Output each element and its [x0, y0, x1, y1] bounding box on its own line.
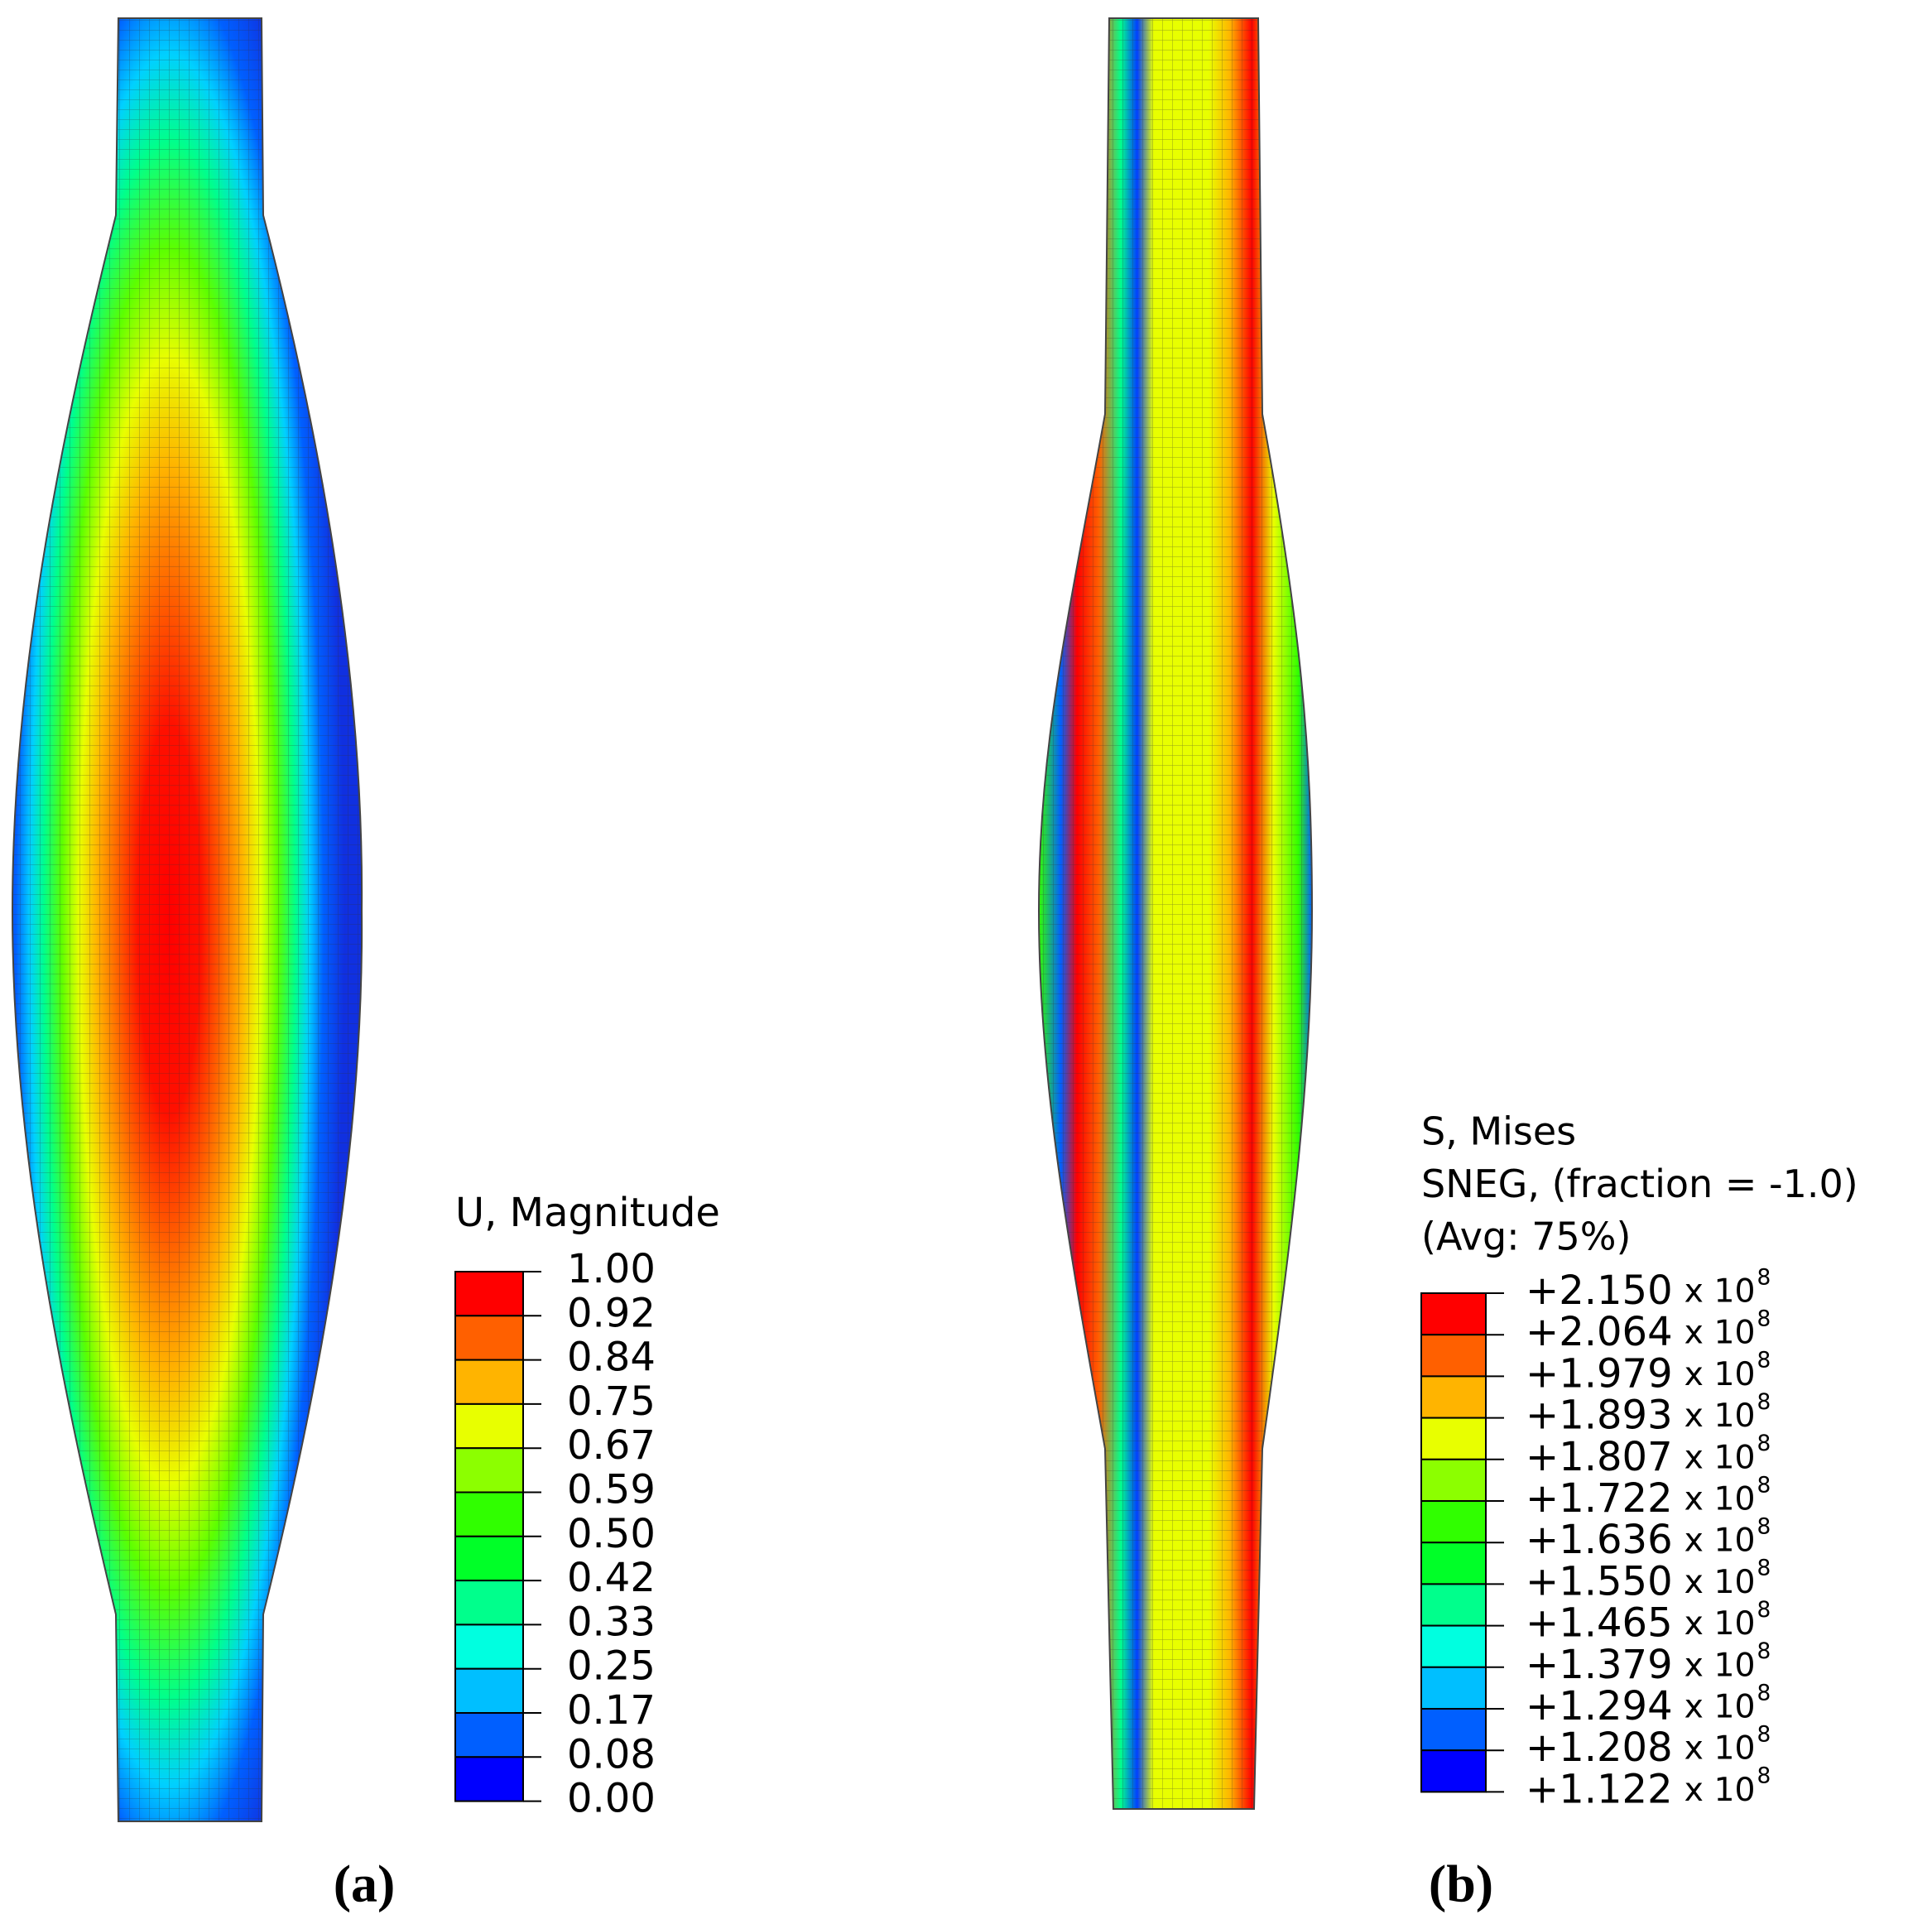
legend-label: +1.379 — [1526, 1642, 1673, 1688]
model-a — [11, 17, 363, 1822]
legend-exponent: 8 — [1757, 1638, 1771, 1664]
legend-label: +1.722 — [1526, 1475, 1673, 1522]
legend-label: +1.465 — [1526, 1600, 1673, 1647]
legend-band — [454, 1359, 524, 1405]
legend-band — [454, 1491, 524, 1537]
legend-b: +2.150 x 10 8+2.064 x 10 8+1.979 x 10 8+1.893 x… — [1420, 1264, 1771, 1812]
legend-band — [454, 1402, 524, 1450]
legend-label: 0.00 — [567, 1776, 656, 1822]
legend-exponent: 8 — [1757, 1721, 1771, 1747]
legend-multiplier: x 10 — [1684, 1355, 1756, 1393]
legend-title: U, Magnitude — [455, 1190, 720, 1236]
legend-band — [1420, 1749, 1487, 1793]
legend-multiplier: x 10 — [1684, 1729, 1756, 1768]
legend-band — [1420, 1542, 1487, 1585]
legend-label: 0.08 — [567, 1731, 656, 1777]
legend-band — [1420, 1624, 1487, 1668]
legend-band — [1420, 1458, 1487, 1503]
legend-exponent: 8 — [1757, 1680, 1771, 1705]
legend-label: 0.42 — [567, 1555, 656, 1601]
legend-label: 1.00 — [567, 1246, 656, 1292]
legend-exponent: 8 — [1757, 1763, 1771, 1789]
legend-label: +1.208 — [1526, 1725, 1673, 1771]
legend-exponent: 8 — [1757, 1597, 1771, 1623]
legend-title: (Avg: 75%) — [1421, 1215, 1631, 1259]
legend-band — [454, 1315, 524, 1361]
legend-label: +1.294 — [1526, 1683, 1673, 1729]
legend-band — [1420, 1708, 1487, 1752]
legend-label: +1.979 — [1526, 1350, 1673, 1397]
legend-band — [454, 1447, 524, 1494]
legend-multiplier: x 10 — [1684, 1314, 1756, 1352]
legend-band — [454, 1667, 524, 1714]
legend-band — [454, 1580, 524, 1626]
legend-multiplier: x 10 — [1684, 1604, 1756, 1643]
legend-exponent: 8 — [1757, 1264, 1771, 1290]
legend-label: 0.67 — [567, 1422, 656, 1469]
legend-multiplier: x 10 — [1684, 1563, 1756, 1601]
legend-title-b: S, Mises SNEG, (fraction = -1.0) (Avg: 75%… — [1421, 1109, 1858, 1259]
legend-title: S, Mises — [1421, 1109, 1576, 1154]
model-b — [1037, 17, 1314, 1810]
legend-band — [1420, 1500, 1487, 1544]
legend-multiplier: x 10 — [1684, 1646, 1756, 1684]
legend-label: 0.25 — [567, 1643, 656, 1690]
legend-band — [454, 1271, 524, 1317]
legend-band — [454, 1756, 524, 1802]
legend-band — [1420, 1334, 1487, 1378]
legend-label: 0.33 — [567, 1599, 656, 1645]
legend-multiplier: x 10 — [1684, 1480, 1756, 1518]
legend-label: +1.893 — [1526, 1393, 1673, 1439]
legend-label: +1.550 — [1526, 1558, 1673, 1604]
legend-label: 0.50 — [567, 1511, 656, 1557]
legend-exponent: 8 — [1757, 1306, 1771, 1331]
legend-label: +1.122 — [1526, 1766, 1673, 1812]
legend-label: +1.807 — [1526, 1434, 1673, 1480]
legend-exponent: 8 — [1757, 1472, 1771, 1498]
legend-band — [1420, 1417, 1487, 1460]
legend-label: 0.92 — [567, 1290, 656, 1336]
legend-multiplier: x 10 — [1684, 1771, 1756, 1809]
panel-label: (b) — [1429, 1854, 1493, 1913]
legend-multiplier: x 10 — [1684, 1397, 1756, 1435]
legend-band — [1420, 1666, 1487, 1710]
legend-label: +2.064 — [1526, 1309, 1673, 1355]
legend-band — [1420, 1292, 1487, 1336]
legend-label: 0.17 — [567, 1687, 656, 1734]
panel-label: (a) — [334, 1854, 396, 1913]
legend-a: 1.000.920.840.750.670.590.500.420.330.25… — [454, 1246, 656, 1822]
legend-band — [1420, 1583, 1487, 1627]
legend-exponent: 8 — [1757, 1348, 1771, 1373]
legend-label: 0.75 — [567, 1378, 656, 1425]
legend-multiplier: x 10 — [1684, 1438, 1756, 1476]
legend-exponent: 8 — [1757, 1556, 1771, 1581]
legend-label: 0.59 — [567, 1467, 656, 1513]
legend-label: 0.84 — [567, 1335, 656, 1381]
legend-band — [454, 1712, 524, 1758]
legend-title: SNEG, (fraction = -1.0) — [1421, 1162, 1858, 1206]
legend-multiplier: x 10 — [1684, 1272, 1756, 1311]
legend-multiplier: x 10 — [1684, 1522, 1756, 1560]
legend-band — [454, 1624, 524, 1670]
legend-multiplier: x 10 — [1684, 1688, 1756, 1726]
legend-exponent: 8 — [1757, 1389, 1771, 1415]
legend-band — [1420, 1375, 1487, 1419]
legend-band — [454, 1535, 524, 1582]
legend-exponent: 8 — [1757, 1431, 1771, 1456]
legend-exponent: 8 — [1757, 1513, 1771, 1539]
legend-label: +1.636 — [1526, 1517, 1673, 1563]
legend-label: +2.150 — [1526, 1268, 1673, 1314]
